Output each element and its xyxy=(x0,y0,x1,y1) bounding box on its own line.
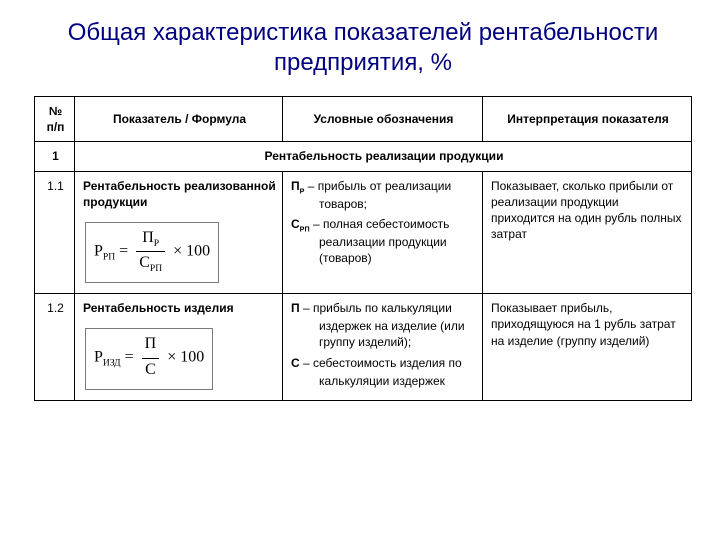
table-row: 1.2 Рентабельность изделия РИЗД = П С × … xyxy=(35,294,692,400)
col-header-symbols: Условные обозначения xyxy=(283,97,483,142)
page-title: Общая характеристика показателей рентабе… xyxy=(34,18,692,78)
formula-lhs: Р xyxy=(94,349,103,366)
row-num: 1.2 xyxy=(35,294,75,400)
symbol-line: С – себестоимость изделия по калькуляции… xyxy=(291,355,476,389)
formula: РИЗД = П С × 100 xyxy=(85,328,213,389)
symbol-line: П – прибыль по калькуляции издержек на и… xyxy=(291,300,476,350)
symbol-line: ПР – прибыль от реализации товаров; xyxy=(291,178,476,212)
col-header-num: № п/п xyxy=(35,97,75,142)
col-header-indicator: Показатель / Формула xyxy=(75,97,283,142)
table-header-row: № п/п Показатель / Формула Условные обоз… xyxy=(35,97,692,142)
row-num: 1.1 xyxy=(35,171,75,294)
formula-fraction: ПР СРП xyxy=(136,227,165,276)
formula-lhs-sub: РП xyxy=(103,251,115,262)
formula-times100: × 100 xyxy=(173,242,210,259)
slide: Общая характеристика показателей рентабе… xyxy=(0,0,720,540)
section-num: 1 xyxy=(35,142,75,171)
formula-lhs: Р xyxy=(94,242,103,259)
indicator-name: Рентабельность реализованной продукции xyxy=(83,178,276,210)
profitability-table: № п/п Показатель / Формула Условные обоз… xyxy=(34,96,692,401)
col-header-interpretation: Интерпретация показателя xyxy=(483,97,692,142)
section-label: Рентабельность реализации продукции xyxy=(75,142,692,171)
indicator-cell: Рентабельность реализованной продукции Р… xyxy=(75,171,283,294)
symbols-cell: П – прибыль по калькуляции издержек на и… xyxy=(283,294,483,400)
formula: РРП = ПР СРП × 100 xyxy=(85,222,219,283)
symbols-cell: ПР – прибыль от реализации товаров; СРП … xyxy=(283,171,483,294)
section-row: 1 Рентабельность реализации продукции xyxy=(35,142,692,171)
formula-fraction: П С xyxy=(142,333,160,382)
interpretation-cell: Показывает прибыль, приходящуюся на 1 ру… xyxy=(483,294,692,400)
formula-times100: × 100 xyxy=(167,349,204,366)
formula-lhs-sub: ИЗД xyxy=(103,358,121,369)
table-row: 1.1 Рентабельность реализованной продукц… xyxy=(35,171,692,294)
interpretation-cell: Показывает, сколько прибыли от реализаци… xyxy=(483,171,692,294)
symbol-line: СРП – полная себестоимость реализации пр… xyxy=(291,216,476,266)
indicator-cell: Рентабельность изделия РИЗД = П С × 100 xyxy=(75,294,283,400)
indicator-name: Рентабельность изделия xyxy=(83,300,276,316)
